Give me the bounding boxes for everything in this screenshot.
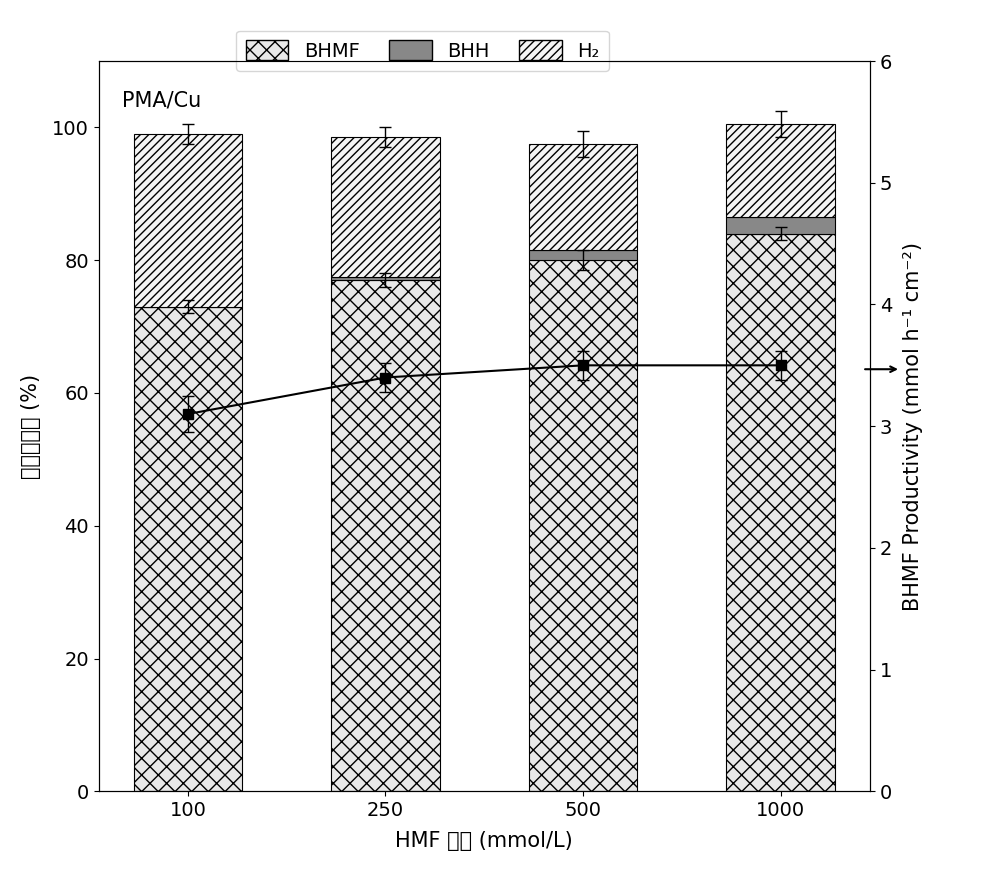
X-axis label: HMF 浓度 (mmol/L): HMF 浓度 (mmol/L)	[395, 831, 573, 851]
Text: PMA/Cu: PMA/Cu	[122, 90, 201, 110]
Bar	[529, 144, 637, 250]
Bar	[726, 234, 835, 791]
Bar	[726, 217, 835, 234]
Bar	[726, 124, 835, 217]
Bar	[529, 260, 637, 791]
Legend: BHMF, BHH, H₂: BHMF, BHH, H₂	[236, 31, 609, 71]
Bar	[331, 138, 440, 276]
Bar	[331, 280, 440, 791]
Bar	[134, 134, 242, 307]
Bar	[134, 307, 242, 791]
Y-axis label: 法拉第效率 (%): 法拉第效率 (%)	[21, 373, 41, 479]
Bar	[529, 250, 637, 260]
Y-axis label: BHMF Productivity (mmol h⁻¹ cm⁻²): BHMF Productivity (mmol h⁻¹ cm⁻²)	[903, 242, 923, 610]
Bar	[331, 276, 440, 280]
